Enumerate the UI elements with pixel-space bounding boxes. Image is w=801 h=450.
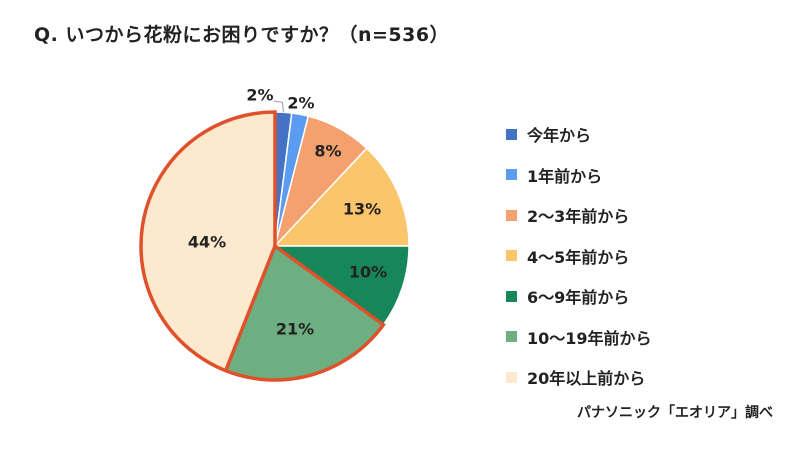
legend-swatch bbox=[506, 331, 517, 343]
highlight-outline bbox=[139, 110, 386, 382]
legend-item-3: 4〜5年前から bbox=[506, 236, 652, 277]
slice-label-6: 44% bbox=[188, 233, 226, 252]
legend-label: 6〜9年前から bbox=[527, 288, 630, 308]
slice-label-0: 2% bbox=[246, 86, 273, 105]
legend-item-6: 20年以上前から bbox=[506, 357, 652, 398]
chart-legend: 今年から 1年前から 2〜3年前から 4〜5年前から 6〜9年前から 10〜19年前から 2… bbox=[506, 114, 652, 398]
slice-label-2: 8% bbox=[314, 142, 341, 161]
legend-swatch bbox=[506, 169, 517, 181]
legend-label: 今年から bbox=[527, 126, 592, 146]
legend-item-5: 10〜19年前から bbox=[506, 317, 652, 358]
legend-item-0: 今年から bbox=[506, 114, 652, 155]
legend-swatch bbox=[506, 371, 517, 383]
legend-item-2: 2〜3年前から bbox=[506, 195, 652, 236]
slice-label-5: 21% bbox=[276, 320, 314, 339]
legend-label: 20年以上前から bbox=[527, 369, 646, 389]
source-note: パナソニック「エオリア」調べ bbox=[577, 405, 773, 421]
legend-item-1: 1年前から bbox=[506, 155, 652, 196]
slice-label-3: 13% bbox=[343, 200, 381, 219]
slice-label-4: 10% bbox=[349, 263, 387, 282]
chart-title: Q. いつから花粉にお困りですか？（n=536） bbox=[34, 24, 450, 46]
highlight-divider bbox=[224, 245, 277, 372]
legend-item-4: 6〜9年前から bbox=[506, 276, 652, 317]
legend-label: 4〜5年前から bbox=[527, 247, 630, 267]
legend-swatch bbox=[506, 250, 517, 262]
legend-swatch bbox=[506, 209, 517, 221]
legend-label: 10〜19年前から bbox=[527, 328, 652, 348]
legend-swatch bbox=[506, 290, 517, 302]
legend-label: 2〜3年前から bbox=[527, 207, 630, 227]
slice-label-1: 2% bbox=[287, 94, 314, 113]
leader-line bbox=[273, 100, 284, 113]
legend-swatch bbox=[506, 128, 517, 140]
pie-slice-3 bbox=[273, 147, 410, 247]
legend-label: 1年前から bbox=[527, 166, 603, 186]
